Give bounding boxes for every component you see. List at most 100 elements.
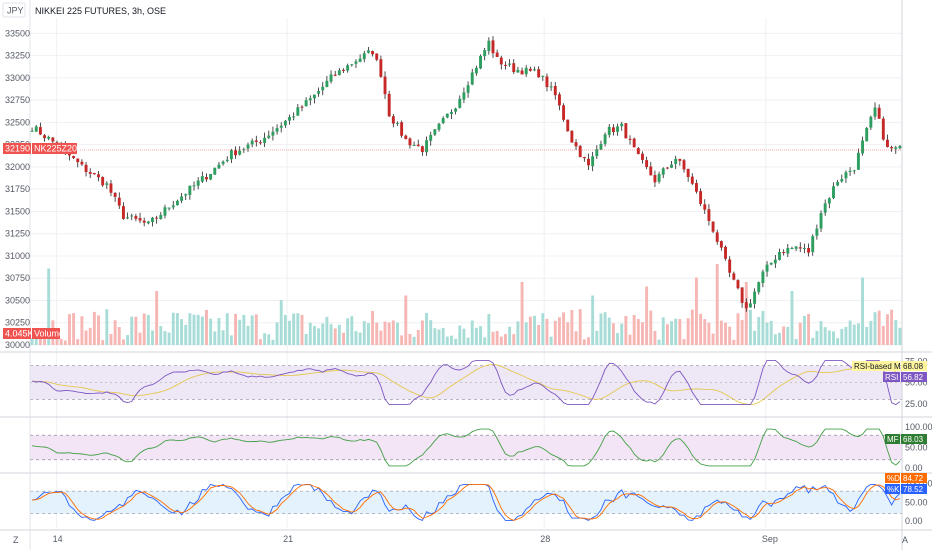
- volume-bar[interactable]: [520, 282, 524, 345]
- volume-bar[interactable]: [391, 320, 395, 345]
- candle-body[interactable]: [308, 98, 312, 101]
- candle-body[interactable]: [317, 91, 321, 94]
- volume-bar[interactable]: [151, 330, 154, 345]
- candle-body[interactable]: [773, 259, 777, 264]
- volume-bar[interactable]: [134, 316, 138, 345]
- volume-bar[interactable]: [582, 339, 586, 345]
- volume-bar[interactable]: [695, 277, 698, 346]
- volume-bar[interactable]: [769, 320, 773, 345]
- volume-bar[interactable]: [192, 314, 196, 345]
- candle-body[interactable]: [209, 173, 213, 180]
- candle-body[interactable]: [441, 118, 445, 124]
- candle-body[interactable]: [51, 137, 55, 142]
- candle-body[interactable]: [163, 207, 167, 216]
- candle-body[interactable]: [769, 262, 773, 265]
- volume-bar[interactable]: [404, 295, 408, 346]
- volume-bar[interactable]: [811, 337, 815, 345]
- volume-bar[interactable]: [844, 326, 848, 345]
- volume-bar[interactable]: [474, 327, 478, 345]
- candle-body[interactable]: [557, 94, 561, 106]
- candle-body[interactable]: [811, 236, 815, 253]
- candle-body[interactable]: [387, 93, 391, 117]
- candle-body[interactable]: [587, 158, 590, 166]
- candle-body[interactable]: [342, 69, 345, 71]
- candle-body[interactable]: [238, 150, 242, 155]
- volume-bar[interactable]: [865, 326, 869, 345]
- candle-body[interactable]: [337, 70, 341, 76]
- volume-bar[interactable]: [661, 317, 665, 345]
- candle-body[interactable]: [275, 128, 279, 132]
- candle-body[interactable]: [138, 218, 142, 221]
- candle-body[interactable]: [72, 156, 76, 159]
- volume-bar[interactable]: [508, 326, 512, 345]
- candle-body[interactable]: [354, 61, 358, 64]
- volume-bar[interactable]: [570, 310, 574, 345]
- candle-body[interactable]: [205, 177, 208, 180]
- volume-bar[interactable]: [387, 322, 391, 345]
- candle-body[interactable]: [508, 63, 512, 65]
- candle-body[interactable]: [329, 74, 333, 82]
- candle-body[interactable]: [861, 140, 865, 154]
- candle-body[interactable]: [765, 264, 769, 272]
- candle-body[interactable]: [383, 76, 387, 95]
- volume-bar[interactable]: [773, 334, 777, 345]
- candle-body[interactable]: [578, 145, 582, 158]
- volume-bar[interactable]: [142, 313, 146, 345]
- volume-bar[interactable]: [279, 300, 283, 345]
- candle-body[interactable]: [466, 85, 470, 93]
- volume-bar[interactable]: [736, 313, 740, 345]
- mfi-pane[interactable]: [30, 428, 902, 467]
- candle-body[interactable]: [267, 135, 271, 138]
- volume-bar[interactable]: [171, 312, 175, 345]
- volume-bar[interactable]: [213, 331, 217, 345]
- volume-bar[interactable]: [624, 316, 628, 345]
- volume-bar[interactable]: [126, 335, 130, 345]
- candle-body[interactable]: [819, 213, 823, 229]
- indicator-line[interactable]: [32, 359, 901, 406]
- volume-bar[interactable]: [732, 339, 736, 345]
- volume-bar[interactable]: [462, 328, 466, 345]
- candle-body[interactable]: [595, 149, 599, 157]
- volume-bar[interactable]: [836, 338, 840, 345]
- volume-bar[interactable]: [300, 314, 304, 345]
- candle-body[interactable]: [250, 140, 254, 145]
- volume-bar[interactable]: [574, 331, 578, 345]
- currency-badge[interactable]: [2, 2, 26, 18]
- volume-bar[interactable]: [807, 314, 811, 345]
- candle-body[interactable]: [686, 168, 690, 178]
- candle-body[interactable]: [620, 123, 624, 127]
- candle-body[interactable]: [113, 192, 117, 197]
- volume-bar[interactable]: [649, 310, 653, 345]
- volume-bar[interactable]: [665, 324, 669, 345]
- candle-body[interactable]: [744, 302, 748, 309]
- volume-bar[interactable]: [317, 328, 321, 345]
- volume-bar[interactable]: [396, 322, 399, 345]
- candle-body[interactable]: [350, 64, 354, 66]
- volume-bar[interactable]: [545, 318, 549, 345]
- volume-bar[interactable]: [63, 340, 67, 345]
- candle-body[interactable]: [674, 158, 678, 165]
- candle-body[interactable]: [346, 65, 350, 71]
- volume-bar[interactable]: [516, 321, 520, 345]
- candle-body[interactable]: [790, 247, 794, 249]
- volume-bar[interactable]: [802, 315, 806, 345]
- candle-body[interactable]: [159, 214, 163, 219]
- candle-body[interactable]: [865, 127, 869, 142]
- candle-body[interactable]: [562, 105, 566, 120]
- candle-body[interactable]: [420, 146, 424, 153]
- volume-bar[interactable]: [47, 268, 51, 346]
- volume-bar[interactable]: [101, 340, 105, 345]
- candle-body[interactable]: [283, 120, 287, 126]
- volume-bar[interactable]: [400, 335, 404, 345]
- volume-bar[interactable]: [288, 320, 291, 345]
- candle-body[interactable]: [470, 72, 474, 85]
- volume-bar[interactable]: [861, 277, 865, 346]
- volume-bar[interactable]: [437, 329, 441, 345]
- volume-bar[interactable]: [499, 336, 503, 345]
- candle-body[interactable]: [636, 148, 640, 155]
- volume-bar[interactable]: [636, 318, 640, 345]
- rsi-pane[interactable]: [30, 359, 902, 406]
- volume-bar[interactable]: [354, 331, 358, 345]
- volume-bar[interactable]: [757, 317, 761, 345]
- candle-body[interactable]: [657, 173, 661, 182]
